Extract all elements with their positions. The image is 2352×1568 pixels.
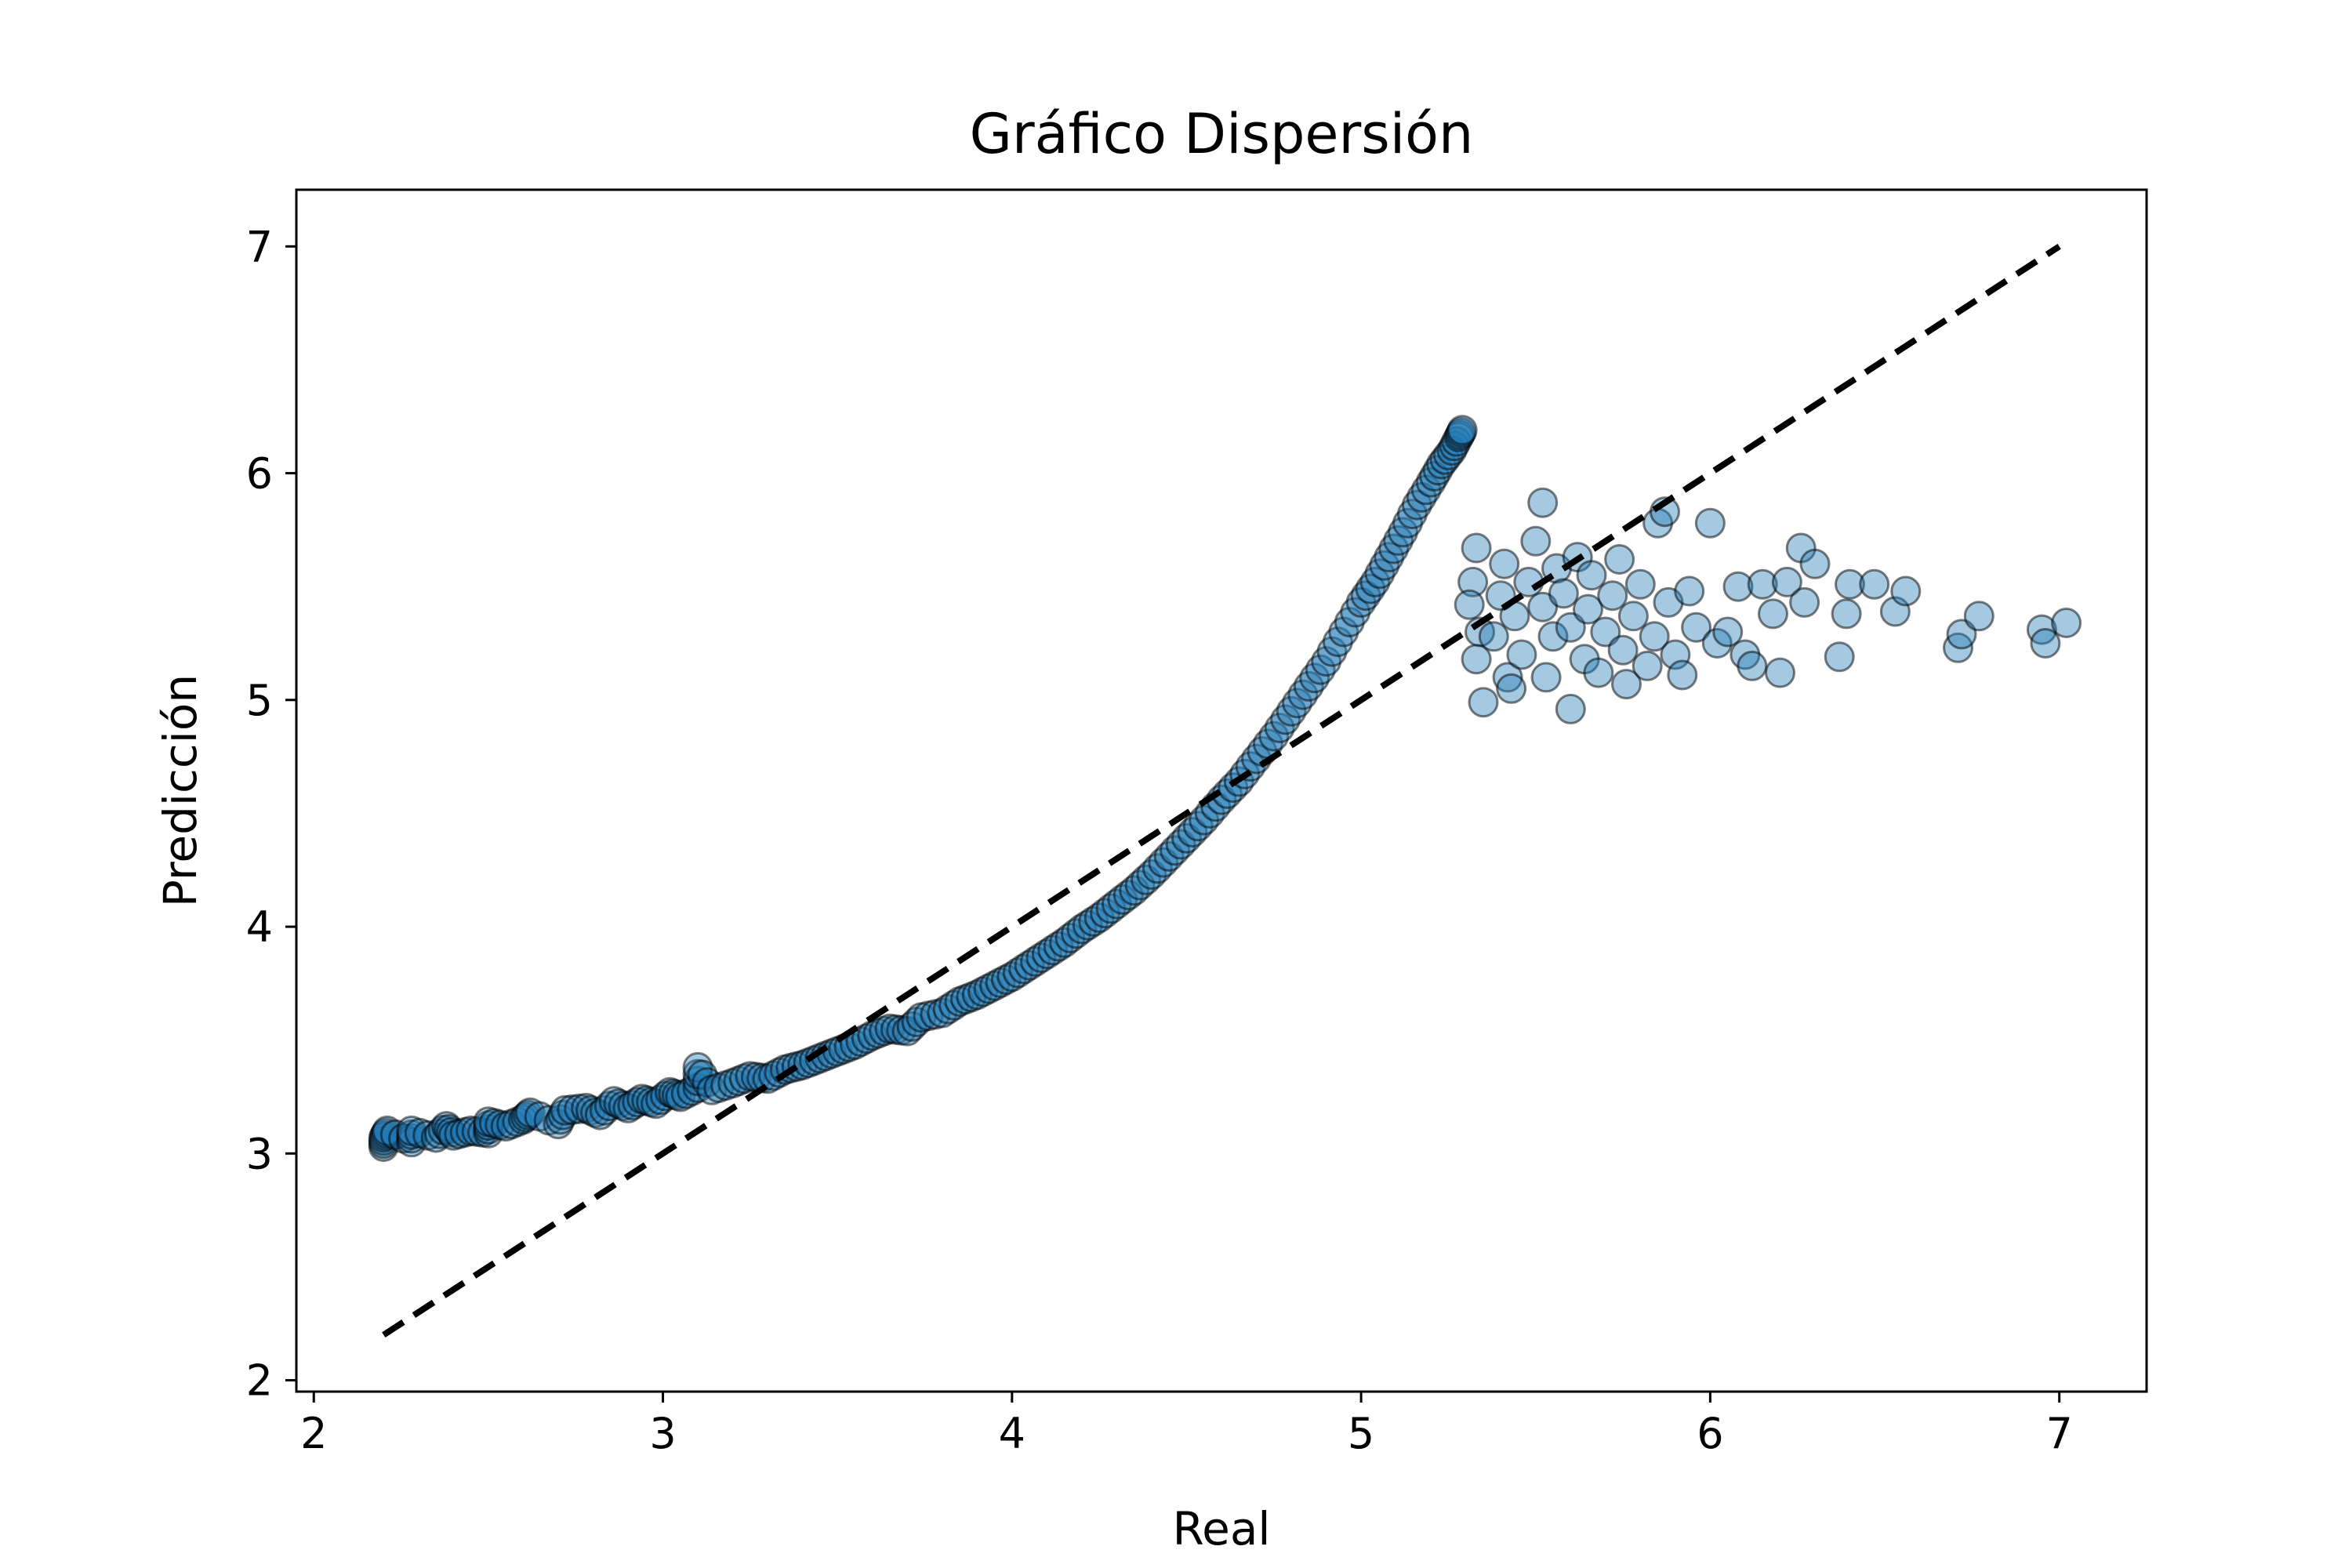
data-point xyxy=(1264,713,1295,743)
y-tick-label: 5 xyxy=(246,676,273,725)
data-point xyxy=(1527,487,1559,518)
data-point xyxy=(1765,657,1795,688)
reference-line-group xyxy=(382,243,2061,1338)
data-point xyxy=(1520,525,1552,557)
y-tick-label: 7 xyxy=(246,222,273,271)
plot-frame xyxy=(295,188,2148,1393)
data-point xyxy=(1597,580,1628,612)
data-point xyxy=(1468,687,1499,718)
data-point xyxy=(1890,575,1922,607)
x-tick-label: 2 xyxy=(300,1409,327,1458)
chart-title: Gráfico Dispersión xyxy=(970,102,1474,166)
data-point xyxy=(1454,589,1485,620)
data-point xyxy=(1492,662,1523,693)
y-tick-label: 3 xyxy=(246,1129,273,1178)
data-point xyxy=(1789,586,1820,618)
data-point xyxy=(2030,628,2061,659)
data-point xyxy=(1461,644,1492,675)
data-point xyxy=(1478,621,1509,652)
data-point xyxy=(1681,612,1712,643)
data-point xyxy=(2051,608,2082,638)
data-point xyxy=(1446,415,1478,446)
data-point xyxy=(1383,524,1414,556)
x-axis: 2 3 4 5 6 7 xyxy=(300,1392,2073,1458)
y-tick-label: 2 xyxy=(246,1356,273,1406)
data-point xyxy=(1293,670,1324,702)
data-point xyxy=(1639,621,1670,652)
data-point xyxy=(1548,578,1579,609)
data-point xyxy=(1287,679,1319,710)
data-point xyxy=(1374,542,1405,573)
data-point xyxy=(1799,548,1831,579)
data-point xyxy=(1771,566,1802,597)
data-point xyxy=(1378,533,1410,564)
data-point xyxy=(1359,566,1391,597)
data-point xyxy=(1364,558,1396,590)
data-point xyxy=(1369,550,1400,581)
data-point xyxy=(1632,650,1663,681)
reference-line xyxy=(382,243,2061,1338)
data-point xyxy=(1701,628,1733,659)
data-point xyxy=(1674,575,1705,607)
data-point xyxy=(1461,532,1492,564)
x-tick-label: 4 xyxy=(999,1409,1025,1458)
y-tick-label: 4 xyxy=(246,902,273,952)
data-point xyxy=(1583,657,1614,688)
data-point xyxy=(1835,568,1865,600)
data-point xyxy=(1611,669,1642,700)
x-axis-label: Real xyxy=(1172,1502,1270,1555)
data-point xyxy=(1489,548,1520,579)
x-tick-label: 5 xyxy=(1348,1409,1374,1458)
data-point xyxy=(1963,601,1994,632)
data-point xyxy=(1617,601,1649,632)
data-point xyxy=(1624,568,1656,600)
data-point xyxy=(1859,568,1890,600)
data-point xyxy=(1537,621,1569,652)
x-tick-label: 7 xyxy=(2045,1409,2072,1458)
data-point xyxy=(1276,695,1307,727)
data-point xyxy=(1506,639,1537,670)
data-point xyxy=(1604,544,1635,575)
data-point xyxy=(1747,568,1778,600)
data-point xyxy=(1758,598,1788,630)
data-point xyxy=(1712,616,1744,648)
data-point xyxy=(1824,641,1855,673)
data-point xyxy=(1305,654,1336,685)
data-point xyxy=(1694,507,1726,539)
data-point xyxy=(1573,593,1603,625)
data-point xyxy=(1555,693,1586,724)
data-point xyxy=(1831,598,1862,630)
data-point xyxy=(1258,720,1290,752)
y-tick-label: 6 xyxy=(246,449,273,499)
data-point xyxy=(1722,571,1754,602)
data-point xyxy=(1496,673,1527,704)
x-tick-label: 3 xyxy=(649,1409,676,1458)
x-tick-label: 6 xyxy=(1697,1409,1723,1458)
y-axis-label: Predicción xyxy=(154,674,207,907)
data-point xyxy=(1530,662,1562,693)
data-point xyxy=(1667,659,1698,691)
data-point xyxy=(1576,560,1607,591)
data-point xyxy=(1737,650,1768,681)
data-point xyxy=(1607,634,1639,666)
y-axis: 2 3 4 5 6 7 xyxy=(246,222,296,1406)
data-point xyxy=(1282,688,1312,719)
data-point xyxy=(1457,566,1489,597)
